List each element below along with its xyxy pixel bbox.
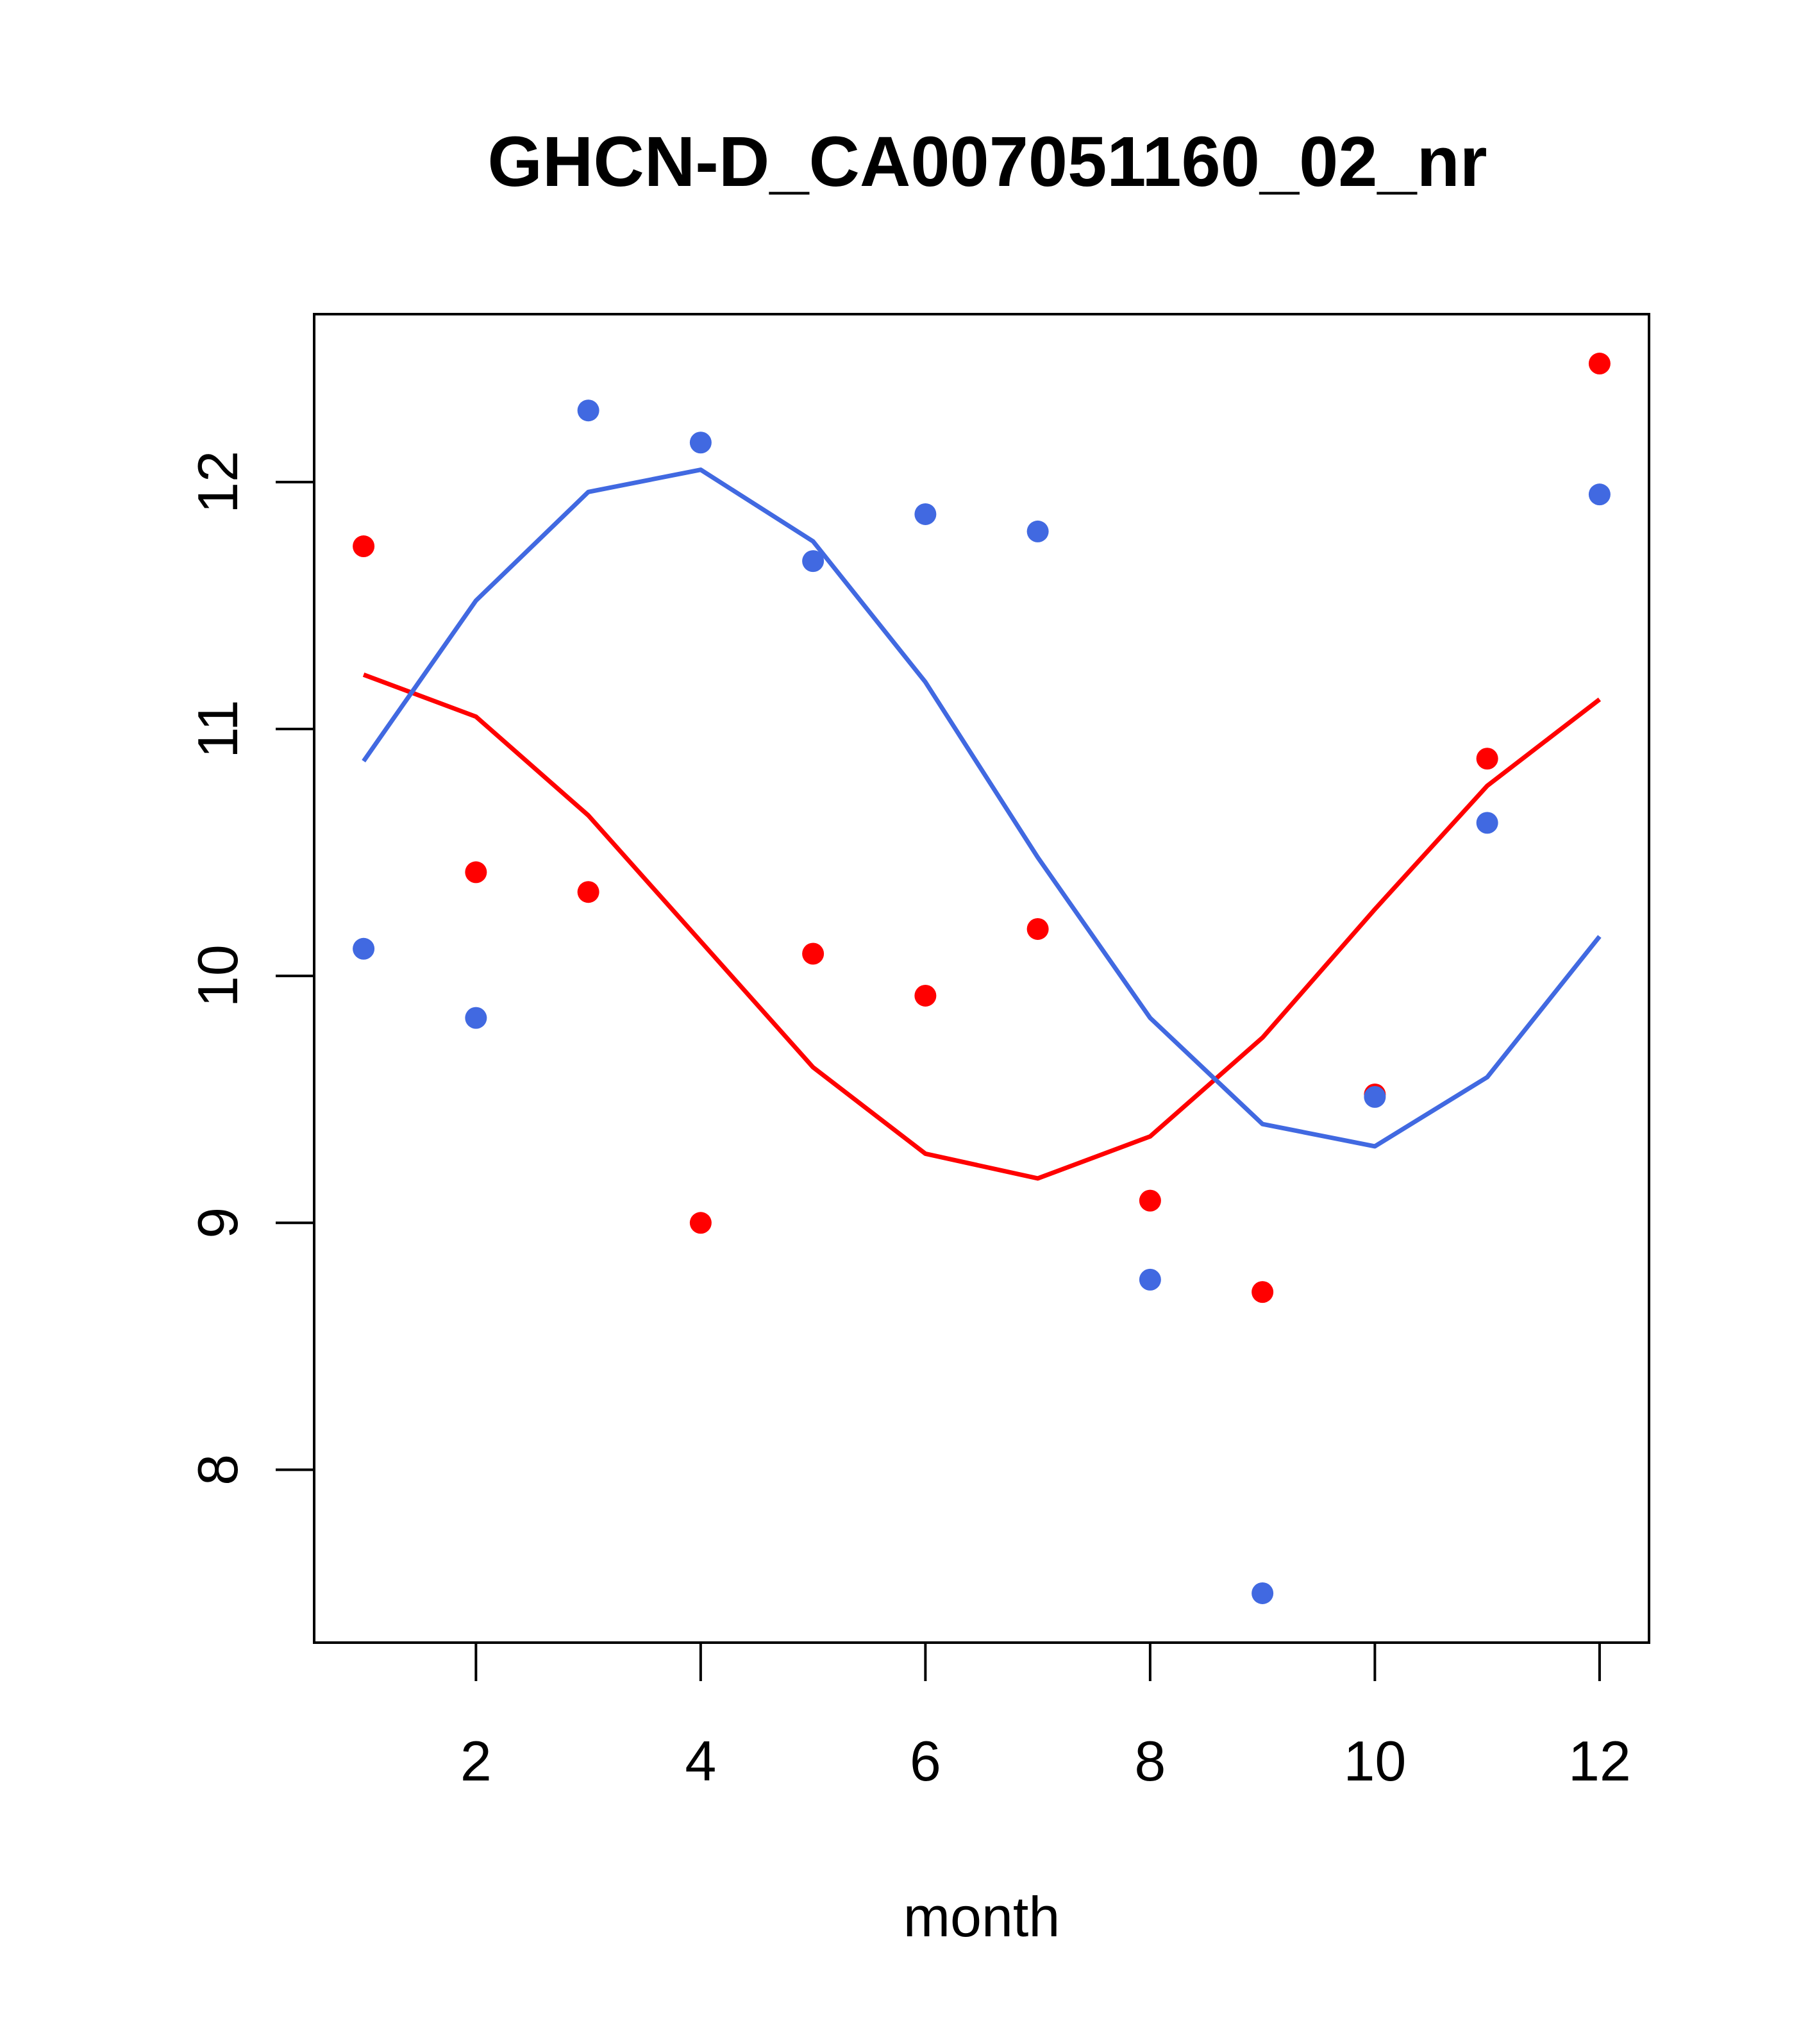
series-1-point <box>1139 1189 1161 1212</box>
series-1-line <box>362 673 1602 1181</box>
series-2-point <box>465 1007 487 1029</box>
series-lines <box>362 467 1602 1181</box>
series-2-point <box>689 431 712 454</box>
series-2-point <box>1588 483 1611 506</box>
x-tick-label: 8 <box>1134 1729 1166 1793</box>
x-tick-label: 6 <box>910 1729 941 1793</box>
series-1-point <box>914 984 937 1007</box>
y-tick-label: 9 <box>186 1207 249 1239</box>
series-2-point <box>802 550 825 573</box>
series-2-point <box>1026 520 1049 542</box>
y-tick-label: 11 <box>186 699 249 758</box>
series-1-point <box>465 861 487 884</box>
y-axis: 8 9 10 11 12 <box>186 451 314 1486</box>
x-tick-label: 4 <box>685 1729 716 1793</box>
x-tick-label: 12 <box>1568 1729 1631 1793</box>
series-1-point <box>689 1212 712 1234</box>
y-tick-label: 8 <box>186 1454 249 1486</box>
series-1-point <box>1026 917 1049 940</box>
plot-frame <box>313 313 1650 1644</box>
series-2-point <box>1476 812 1498 834</box>
series-2-point <box>914 503 937 525</box>
series-1-point <box>353 535 375 558</box>
series-1-point <box>577 881 599 903</box>
series-1-point <box>802 942 825 965</box>
series-1-point <box>1252 1281 1274 1303</box>
chart-title: GHCN-D_CA007051160_02_nr <box>487 122 1487 201</box>
x-tick-label: 10 <box>1343 1729 1406 1793</box>
y-tick-label: 12 <box>186 451 249 514</box>
series-2-point <box>353 937 375 960</box>
x-axis: 2 4 6 8 10 12 <box>460 1643 1631 1793</box>
series-2-point <box>1364 1085 1386 1108</box>
x-tick-label: 2 <box>460 1729 492 1793</box>
series-2-line <box>362 467 1602 1149</box>
series-1-point <box>1476 748 1498 770</box>
series-2-point <box>1139 1268 1161 1291</box>
x-axis-title: month <box>903 1885 1060 1948</box>
series-2-point <box>1252 1582 1274 1604</box>
y-tick-label: 10 <box>186 944 249 1007</box>
series-1-point <box>1588 353 1611 375</box>
series-points <box>353 353 1611 1604</box>
series-2-point <box>577 399 599 422</box>
